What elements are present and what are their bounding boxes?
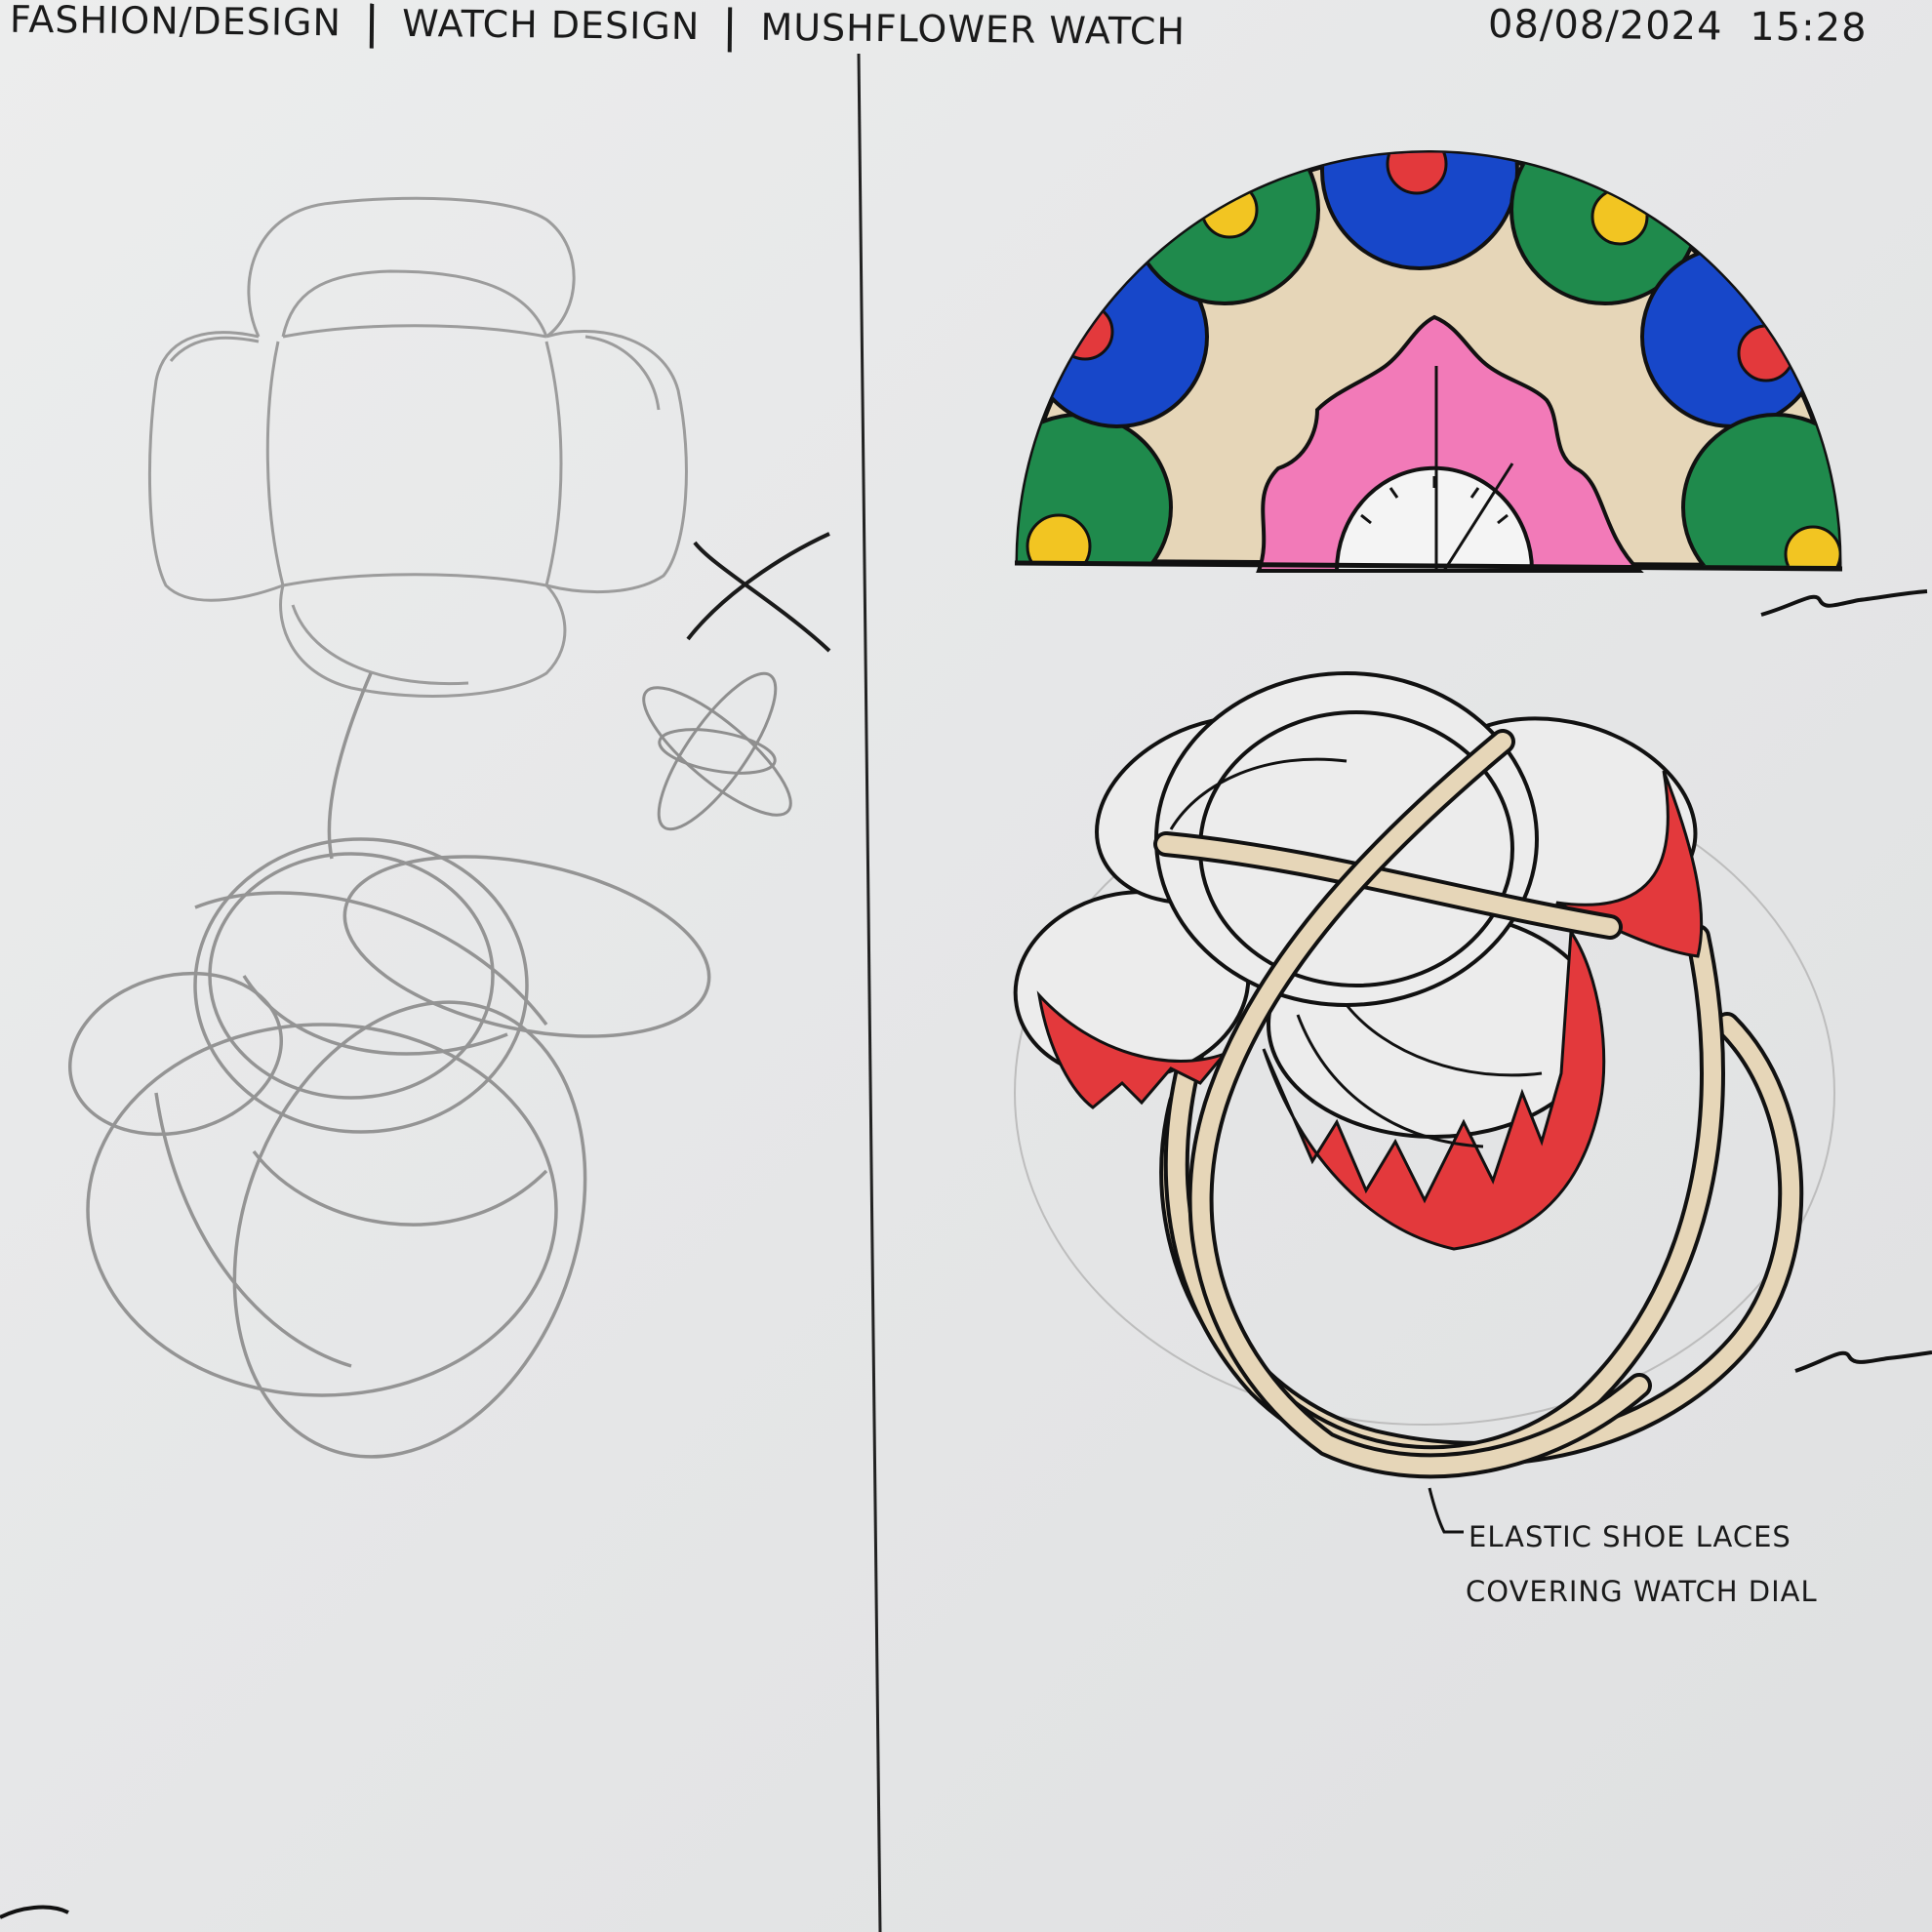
signature-squiggle xyxy=(1760,589,1928,617)
red-gill-accents xyxy=(1036,770,1704,1251)
pencil-flower-top-sketch xyxy=(147,196,688,698)
page-divider-line xyxy=(857,53,882,1932)
cross-mark-icon xyxy=(686,532,831,653)
accent-yellow xyxy=(1026,513,1092,566)
signature-squiggle xyxy=(1794,1350,1932,1373)
semicircle-dial-pattern xyxy=(1014,150,1843,573)
scallop-green xyxy=(1018,413,1173,566)
shoe-lace-front xyxy=(1153,729,1652,1479)
watch-face-inner xyxy=(1334,465,1535,573)
watch-hour-ticks xyxy=(1360,476,1509,525)
accent-red xyxy=(1737,324,1795,382)
mushroom-cap-petals xyxy=(1013,671,1698,1139)
annotation-line-1: ELASTIC SHOE LACES xyxy=(1469,1520,1791,1553)
accent-red xyxy=(1056,302,1114,361)
dial-base-line xyxy=(1014,560,1843,572)
annotation-leader-line xyxy=(1428,1487,1464,1534)
dial-pink-center xyxy=(1256,314,1644,573)
pencil-watch-side-sketch xyxy=(67,672,711,1459)
scallop-green xyxy=(1681,413,1840,566)
watch-hand-hour xyxy=(1442,463,1514,572)
scallop-blue xyxy=(1640,245,1824,428)
inked-watch-illustration xyxy=(1013,671,1835,1534)
accent-red xyxy=(1386,152,1448,195)
annotation-line-2: COVERING WATCH DIAL xyxy=(1466,1575,1818,1608)
corner-mark xyxy=(0,1905,69,1919)
pencil-orbit-sketch xyxy=(642,671,792,831)
accent-yellow xyxy=(1200,181,1259,239)
gill-lines xyxy=(1169,757,1543,1148)
accent-yellow xyxy=(1784,525,1840,566)
